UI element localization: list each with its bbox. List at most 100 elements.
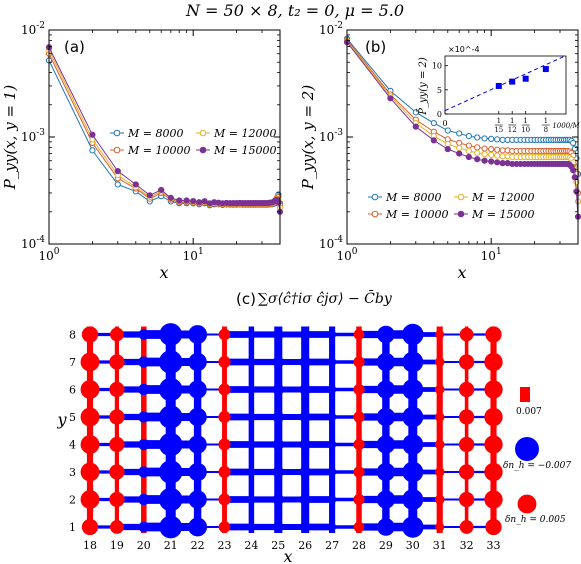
site-20-2: [138, 493, 150, 506]
data-point-3-7: [474, 156, 481, 163]
site-23-1: [218, 521, 231, 533]
legend-bond-label: 0.007: [516, 407, 542, 417]
x-tick-label-c-18: 18: [83, 539, 97, 552]
site-29-3: [376, 462, 396, 482]
site-24-3: [247, 468, 256, 476]
site-23-6: [218, 383, 231, 396]
data-point-2-7: [474, 149, 481, 157]
site-18-8: [81, 326, 99, 343]
legend-marker-3: [457, 210, 465, 218]
site-31-3: [434, 467, 445, 477]
data-point-2-8: [481, 151, 488, 158]
panel-b-marks: [343, 35, 581, 220]
site-33-7: [484, 352, 503, 372]
data-point-3-36: [570, 167, 577, 174]
legend-label-0: M = 8000: [127, 127, 183, 140]
y-tick-label-c-1: 1: [69, 521, 76, 534]
inset-point-1: [509, 78, 516, 85]
site-19-5: [109, 409, 125, 425]
site-30-4: [402, 434, 424, 455]
site-27-1: [328, 522, 337, 532]
site-21-1: [159, 515, 183, 539]
legend-positive-site: [517, 494, 537, 514]
site-25-6: [272, 383, 284, 396]
y-tick-label-c-3: 3: [69, 466, 76, 479]
site-18-1: [81, 518, 99, 536]
x-tick-label-c-29: 29: [379, 539, 393, 552]
panel-b-legend: M = 8000 M = 12000 M = 10000 M = 15000: [368, 191, 534, 221]
x-tick-label-c-32: 32: [460, 539, 474, 552]
site-19-7: [109, 354, 125, 370]
y-tick-label-c-8: 8: [69, 329, 76, 342]
panel-a-ylabel: P_yy(x, y = 1): [1, 85, 19, 191]
inset-xlabel: 1000/M: [552, 122, 580, 130]
data-point-3-2: [114, 168, 121, 175]
site-27-8: [328, 330, 337, 339]
data-point-3-5: [456, 150, 463, 157]
inset-x-tick-den-2: 12: [508, 126, 517, 134]
site-28-8: [353, 329, 365, 340]
site-20-4: [138, 438, 150, 451]
site-29-8: [377, 325, 395, 344]
site-18-5: [80, 407, 100, 427]
data-point-3-8: [183, 197, 190, 204]
legend-marker-2: [457, 193, 465, 201]
x-tick-label-c-33: 33: [487, 539, 501, 552]
site-23-7: [218, 355, 231, 369]
y-tick-label-c-2: 2: [69, 494, 76, 507]
inset-fit-line: [444, 55, 567, 112]
y-tick-label-2: 10-2: [21, 21, 45, 37]
x-tick-label-c-25: 25: [271, 539, 285, 552]
site-33-1: [485, 518, 502, 536]
site-33-4: [484, 435, 503, 454]
site-24-1: [247, 523, 256, 531]
data-point-3-3: [430, 137, 437, 144]
legend-positive-label: δn_h = 0.005: [505, 515, 566, 525]
legend-label-3: M = 15000: [213, 144, 276, 157]
inset-x-tick-num-2: 1: [510, 117, 514, 125]
data-point-0-3: [430, 119, 437, 127]
site-26-2: [299, 493, 311, 506]
panel-a-ticks: 10-4 10-3 10-2 100 101: [21, 21, 280, 263]
legend-label-2: M = 12000: [471, 191, 534, 204]
data-point-3-5: [158, 186, 165, 194]
site-20-1: [138, 521, 150, 533]
data-point-3-1: [89, 131, 96, 138]
data-point-3-9: [190, 197, 197, 205]
data-point-3-6: [167, 194, 174, 201]
data-point-3-37: [571, 174, 578, 181]
x-tick-label-c-23: 23: [218, 539, 232, 552]
site-27-2: [327, 495, 337, 504]
inset-x-tick-num-1: 1: [497, 117, 501, 125]
y-tick-label-c-5: 5: [69, 411, 76, 424]
data-point-2-9: [488, 151, 495, 159]
site-24-2: [247, 495, 256, 504]
site-26-6: [299, 383, 311, 396]
site-32-8: [459, 327, 474, 342]
site-22-1: [188, 517, 208, 537]
panel-c-xlabel: x: [283, 547, 292, 564]
data-point-0-36: [570, 139, 577, 147]
inset-x-tick-den-3: 10: [521, 126, 530, 134]
data-point-0-1: [89, 147, 96, 154]
data-point-1-8: [481, 145, 488, 152]
inset-point-0: [495, 82, 502, 89]
inset-x-tick-label-0: 0: [442, 119, 447, 128]
site-33-6: [484, 380, 503, 399]
panel-c-ylabel: y: [56, 410, 67, 429]
site-31-7: [434, 357, 445, 367]
site-19-8: [110, 327, 124, 342]
site-29-6: [376, 380, 396, 399]
site-22-3: [188, 462, 207, 482]
site-22-5: [188, 407, 207, 427]
data-point-3-4: [146, 192, 153, 199]
y-tick-label-c-7: 7: [69, 356, 76, 369]
site-19-1: [110, 520, 124, 534]
data-point-0-5: [456, 130, 463, 137]
site-32-6: [458, 381, 475, 398]
site-25-7: [272, 356, 284, 368]
data-point-3-11: [499, 160, 506, 167]
site-27-6: [327, 385, 337, 394]
site-26-7: [299, 356, 311, 368]
